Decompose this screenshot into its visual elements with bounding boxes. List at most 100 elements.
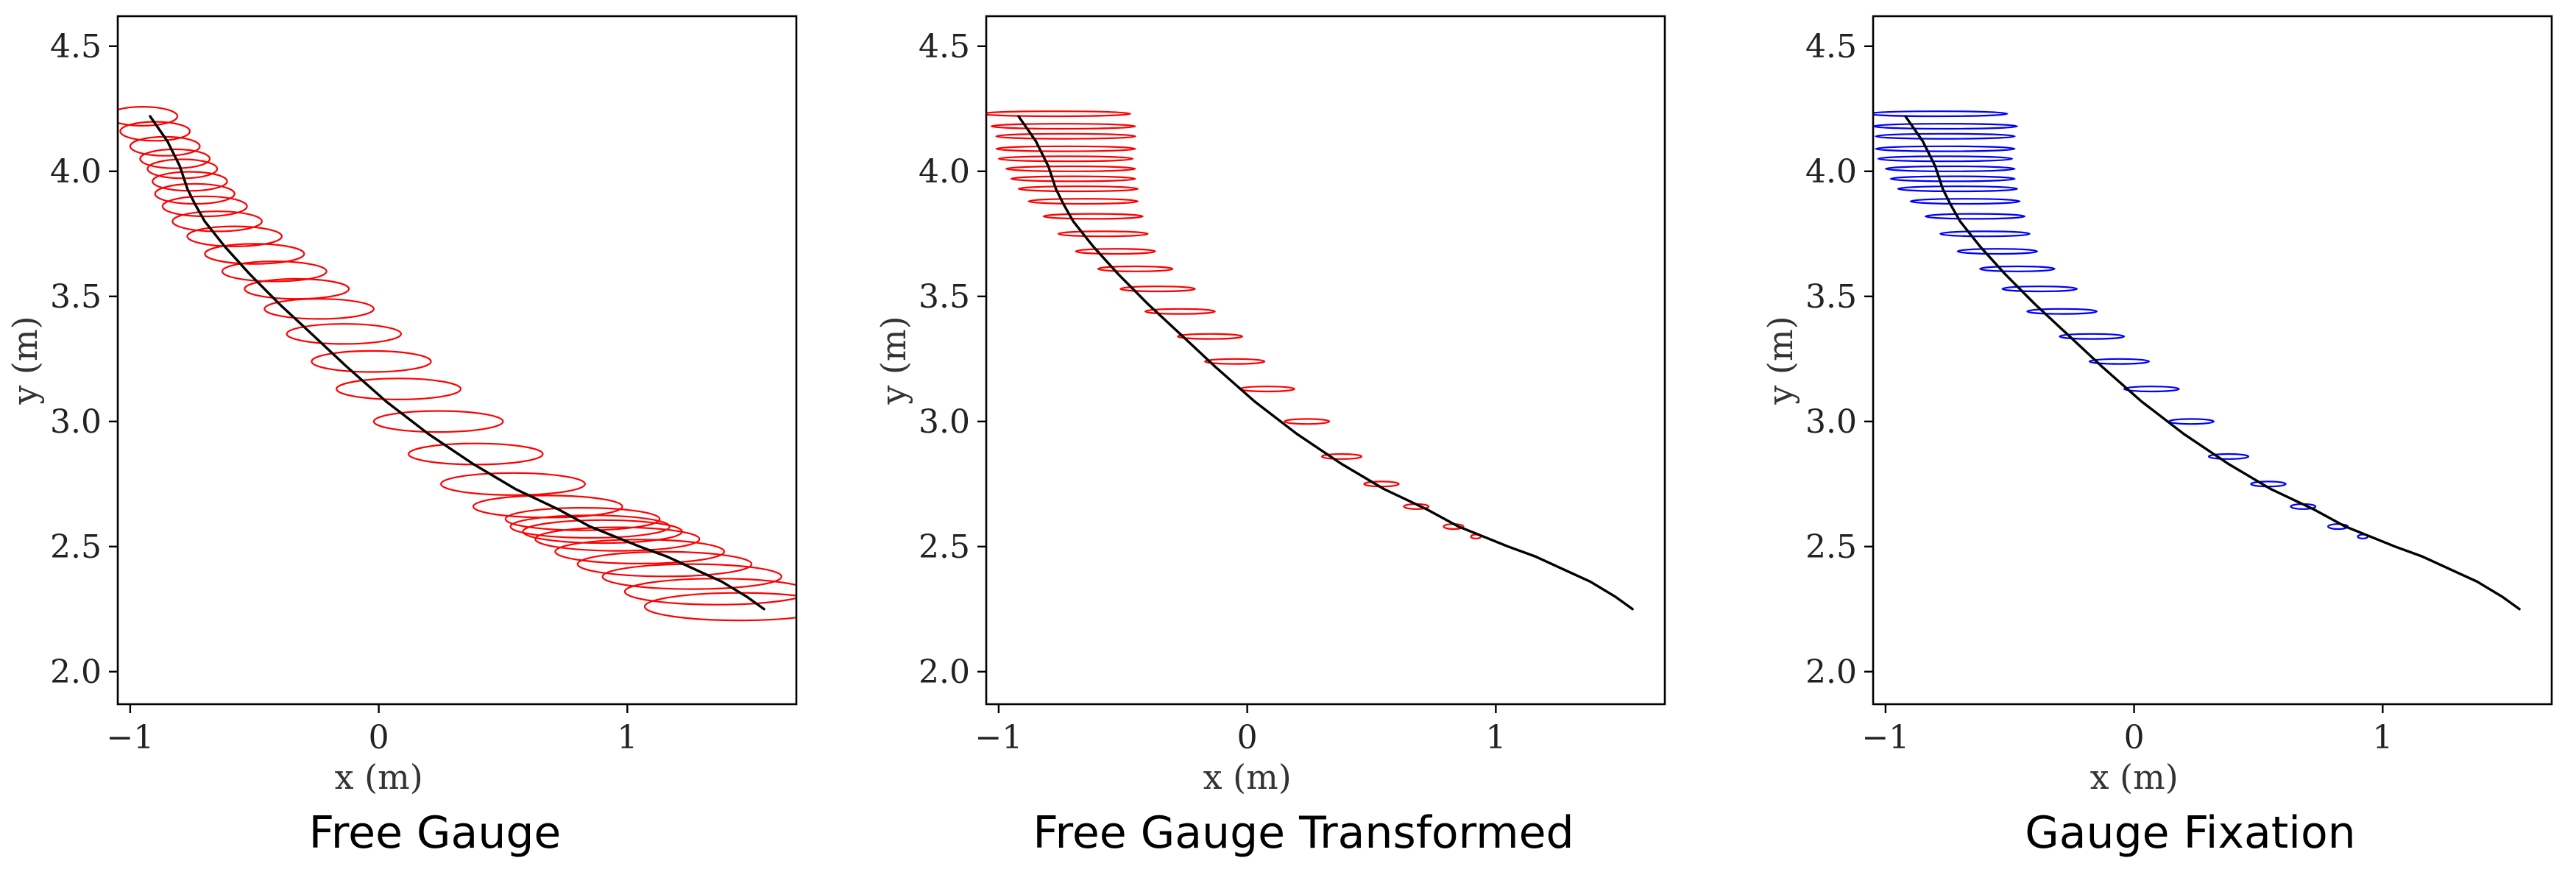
panel-gauge-fixation: 2.0 2.5 3.0 3.5 4.0 4.5 −1 0 1 x (m) y (m) Gaug…: [1761, 15, 2553, 859]
uncertainty-ellipse: [1204, 358, 1266, 365]
uncertainty-ellipse: [504, 507, 661, 531]
trajectory-line: [1017, 115, 1634, 611]
uncertainty-ellipse: [554, 539, 726, 564]
panel-free-gauge: 2.0 2.5 3.0 3.5 4.0 4.5 −1 0 1 x (m) y (m) Free…: [5, 15, 798, 859]
y-tick-label: 2.5: [919, 528, 970, 566]
y-tick-label: 4.0: [1805, 153, 1857, 191]
uncertainty-ellipse: [221, 260, 328, 283]
x-tick-label: 0: [1237, 719, 1258, 756]
uncertainty-ellipse: [1875, 132, 2016, 140]
uncertainty-ellipse: [997, 155, 1134, 163]
trajectory-line: [1904, 115, 2521, 611]
uncertainty-ellipse: [1042, 213, 1144, 220]
uncertainty-ellipse: [2207, 453, 2250, 460]
x-tick-label: −1: [1861, 719, 1909, 756]
uncertainty-ellipse: [372, 410, 504, 433]
uncertainty-ellipse: [1877, 155, 2014, 163]
x-tick-labels: −1 0 1: [1861, 719, 2393, 756]
uncertainty-ellipse: [2088, 358, 2150, 365]
uncertainty-ellipse: [1119, 286, 1196, 293]
x-axis-label: x (m): [1203, 757, 1292, 797]
uncertainty-ellipse: [2250, 480, 2287, 488]
uncertainty-ellipse: [286, 323, 403, 345]
uncertainty-ellipse: [995, 145, 1136, 152]
panel-caption: Free Gauge: [309, 807, 562, 859]
uncertainty-ellipse: [1875, 145, 2016, 152]
panel-free-gauge-transformed: 2.0 2.5 3.0 3.5 4.0 4.5 −1 0 1 x (m) y (m) Free…: [874, 15, 1666, 859]
y-tick-labels: 2.0 2.5 3.0 3.5 4.0 4.5: [919, 28, 970, 691]
uncertainty-ellipse: [1363, 480, 1400, 488]
x-tick-label: 1: [1485, 719, 1506, 756]
y-tick-label: 3.0: [1805, 403, 1857, 441]
y-tick-label: 4.5: [1805, 28, 1857, 65]
uncertainty-ellipse: [1239, 386, 1295, 393]
uncertainty-ellipse: [118, 106, 179, 127]
x-tick-label: 1: [617, 719, 637, 756]
uncertainty-ellipse: [146, 158, 219, 180]
uncertainty-ellipse: [509, 514, 670, 539]
x-tick-label: 0: [369, 719, 389, 756]
uncertainty-ellipse: [2059, 333, 2126, 340]
y-tick-label: 4.0: [50, 153, 102, 191]
x-tick-label: 0: [2124, 719, 2145, 756]
uncertainty-ellipse: [1057, 230, 1149, 238]
y-tick-labels: 2.0 2.5 3.0 3.5 4.0 4.5: [50, 28, 102, 691]
y-tick-label: 2.0: [50, 653, 102, 691]
uncertainty-ellipse: [1075, 248, 1156, 255]
x-tick-label: −1: [974, 719, 1022, 756]
plot-content: [118, 106, 796, 622]
uncertainty-ellipse: [407, 442, 544, 466]
y-tick-label: 3.5: [1805, 278, 1857, 316]
uncertainty-ellipse: [1889, 175, 2016, 182]
uncertainty-ellipse: [576, 550, 753, 578]
y-tick-label: 2.0: [919, 653, 970, 691]
panel-caption: Gauge Fixation: [2025, 807, 2355, 859]
uncertainty-ellipse: [311, 350, 432, 373]
uncertainty-ellipse: [2001, 286, 2078, 293]
uncertainty-ellipse: [1320, 453, 1363, 460]
y-tick-label: 2.5: [1805, 528, 1857, 566]
y-tick-label: 4.5: [50, 28, 102, 65]
y-tick-label: 3.5: [919, 278, 970, 316]
uncertainty-ellipse: [171, 210, 263, 233]
uncertainty-ellipse: [1873, 123, 2018, 130]
uncertainty-ellipse: [995, 132, 1136, 140]
uncertainty-ellipse: [263, 298, 375, 320]
uncertainty-ellipse: [990, 123, 1136, 130]
uncertainty-ellipse: [139, 148, 211, 169]
uncertainty-ellipse: [601, 563, 782, 590]
uncertainty-ellipse: [2123, 386, 2180, 393]
uncertainty-ellipse: [1939, 230, 2031, 238]
x-axis-label: x (m): [335, 757, 423, 797]
uncertainty-ellipse: [244, 277, 350, 300]
uncertainty-ellipse: [1176, 333, 1243, 340]
uncertainty-ellipse: [1027, 198, 1139, 205]
y-tick-label: 3.5: [50, 278, 102, 316]
y-tick-label: 4.0: [919, 153, 970, 191]
uncertainty-ellipse: [1017, 185, 1139, 193]
x-tick-label: −1: [106, 719, 154, 756]
plot-area: [109, 15, 798, 713]
plot-area: [977, 15, 1666, 713]
uncertainty-ellipse: [336, 377, 462, 400]
uncertainty-ellipse: [1897, 185, 2018, 193]
uncertainty-ellipse: [1097, 265, 1174, 272]
uncertainty-ellipse: [186, 225, 283, 247]
plot-frame: [985, 15, 1666, 706]
plot-frame: [1872, 15, 2553, 706]
panel-caption: Free Gauge Transformed: [1033, 807, 1574, 859]
uncertainty-ellipse: [2026, 308, 2098, 315]
uncertainty-ellipse: [1909, 198, 2021, 205]
uncertainty-ellipse: [439, 472, 586, 496]
y-axis-label: y (m): [5, 316, 45, 405]
uncertainty-ellipse: [1884, 165, 2016, 172]
x-tick-labels: −1 0 1: [974, 719, 1506, 756]
uncertainty-ellipse: [1924, 213, 2026, 220]
uncertainty-ellipse: [1979, 265, 2056, 272]
y-tick-label: 2.0: [1805, 653, 1857, 691]
uncertainty-ellipse: [1144, 308, 1216, 315]
y-tick-label: 3.0: [919, 403, 970, 441]
x-tick-label: 1: [2372, 719, 2393, 756]
uncertainty-ellipse: [204, 243, 305, 265]
